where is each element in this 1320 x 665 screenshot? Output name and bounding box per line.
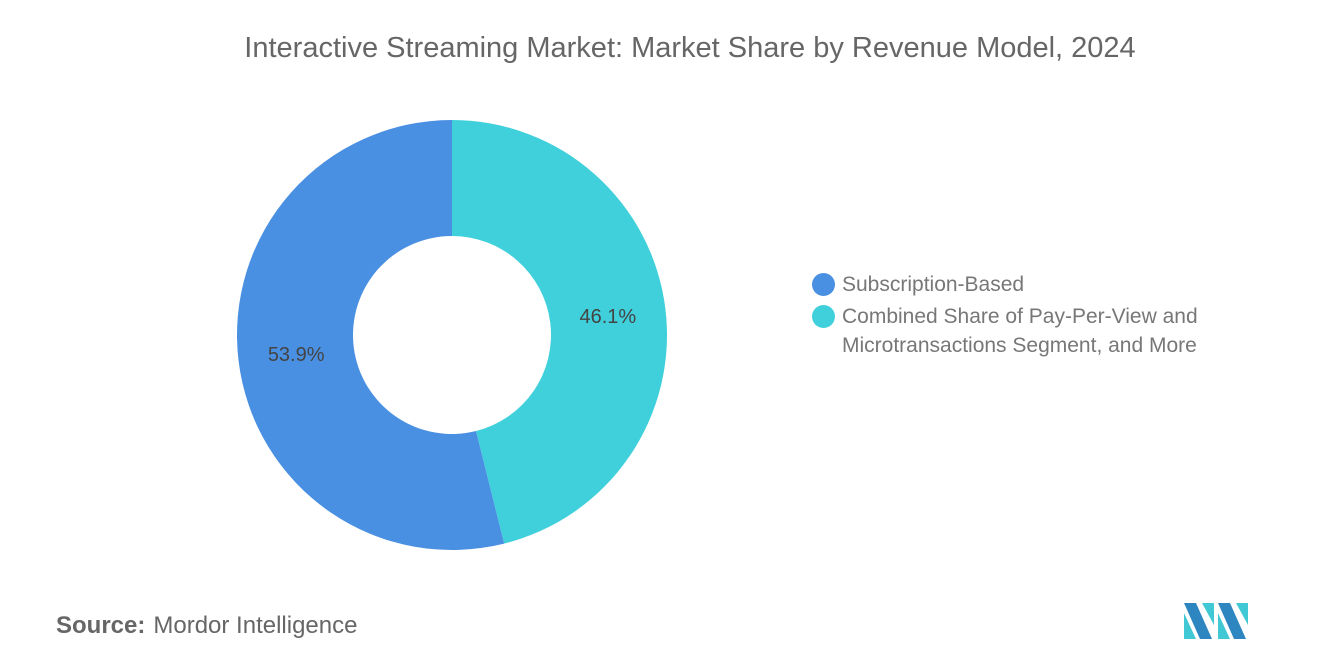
mordor-logo-icon bbox=[1184, 603, 1248, 639]
legend-item-subscription: Subscription-Based bbox=[812, 270, 1024, 299]
chart-title: Interactive Streaming Market: Market Sha… bbox=[244, 32, 1136, 64]
legend-label: Combined Share of Pay-Per-View and Micro… bbox=[842, 305, 1198, 357]
data-label-1: 46.1% bbox=[579, 306, 636, 328]
legend-label: Subscription-Based bbox=[842, 273, 1025, 296]
legend-item-combined: Combined Share of Pay-Per-View and Micro… bbox=[812, 302, 1232, 360]
legend-swatch bbox=[812, 305, 835, 328]
source: Source: Mordor Intelligence bbox=[56, 612, 357, 640]
source-value: Mordor Intelligence bbox=[153, 612, 358, 639]
data-label-0: 53.9% bbox=[268, 344, 325, 366]
donut-slice-0 bbox=[237, 120, 505, 550]
source-label: Source: bbox=[56, 612, 146, 639]
legend-swatch bbox=[812, 273, 835, 296]
donut-slice-1 bbox=[452, 120, 667, 544]
